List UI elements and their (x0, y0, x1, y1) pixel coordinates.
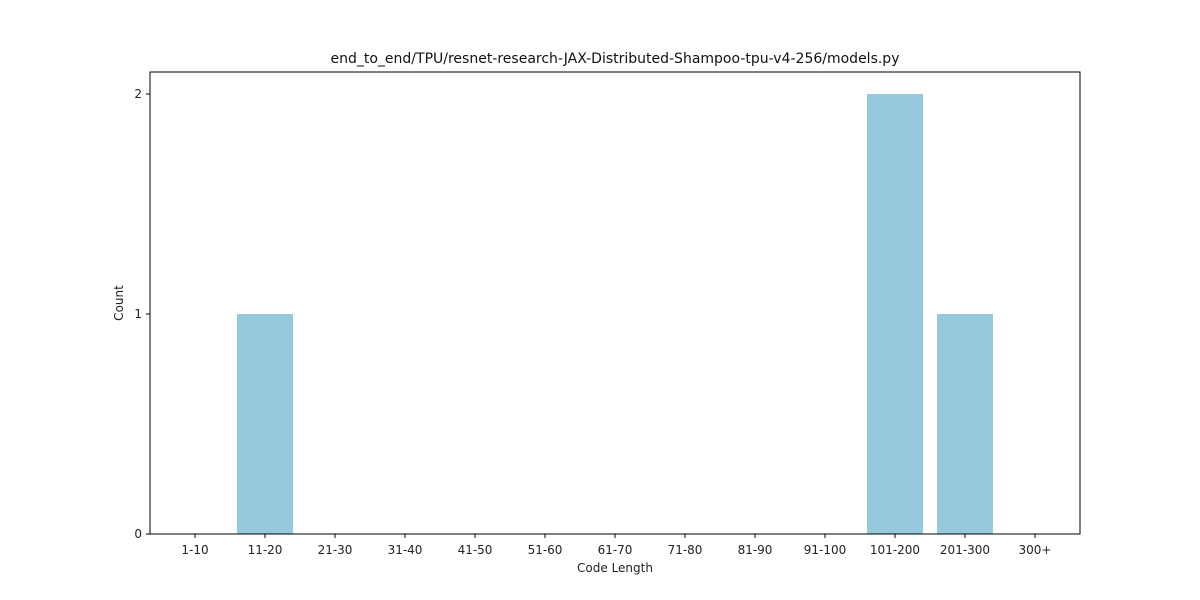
x-tick-label: 71-80 (668, 543, 703, 557)
x-axis-ticks: 1-10 11-20 21-30 31-40 41-50 51-60 61-70 71-80 8… (181, 534, 1051, 557)
y-tick-label: 0 (134, 527, 142, 541)
x-tick-label: 61-70 (598, 543, 633, 557)
x-tick-label: 91-100 (804, 543, 847, 557)
bar-11-20 (237, 314, 293, 534)
y-axis-label: Count (112, 285, 126, 321)
y-axis-ticks: 0 1 2 (134, 87, 150, 541)
x-tick-label: 101-200 (870, 543, 920, 557)
x-tick-label: 21-30 (318, 543, 353, 557)
x-tick-label: 51-60 (528, 543, 563, 557)
x-tick-label: 300+ (1019, 543, 1052, 557)
x-tick-label: 31-40 (388, 543, 423, 557)
x-tick-label: 201-300 (940, 543, 990, 557)
x-tick-label: 81-90 (738, 543, 773, 557)
chart-title: end_to_end/TPU/resnet-research-JAX-Distr… (331, 51, 900, 67)
x-axis-label: Code Length (577, 561, 653, 575)
y-tick-label: 2 (134, 87, 142, 101)
y-tick-label: 1 (134, 307, 142, 321)
x-tick-label: 11-20 (248, 543, 283, 557)
bar-201-300 (937, 314, 993, 534)
bars-group (237, 94, 993, 534)
x-tick-label: 1-10 (181, 543, 208, 557)
bar-101-200 (867, 94, 923, 534)
x-tick-label: 41-50 (458, 543, 493, 557)
